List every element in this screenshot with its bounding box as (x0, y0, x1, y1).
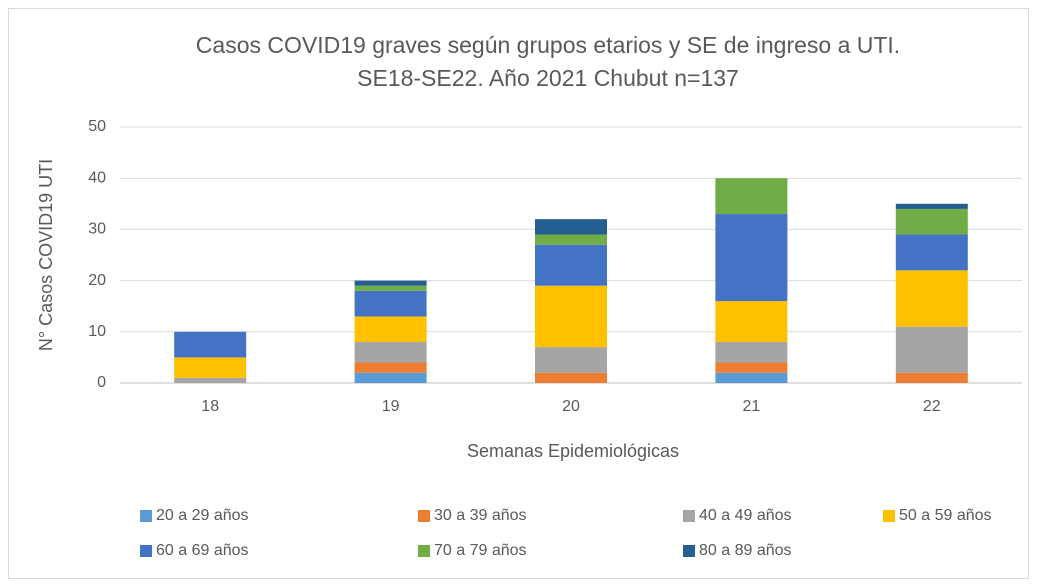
x-axis-label: Semanas Epidemiológicas (467, 441, 679, 461)
legend-swatch (140, 545, 152, 557)
x-tick-label: 20 (562, 398, 580, 415)
legend-label: 40 a 49 años (699, 507, 792, 524)
legend-label: 30 a 39 años (434, 507, 527, 524)
legend-label: 80 a 89 años (699, 542, 792, 559)
bar-segment (354, 362, 427, 373)
bar-segment (354, 290, 427, 317)
bar-segment (174, 357, 247, 378)
y-tick-label: 50 (88, 118, 106, 135)
legend-swatch (683, 545, 695, 557)
legend-swatch (140, 510, 152, 522)
y-tick-label: 0 (97, 374, 106, 391)
legend-label: 60 a 69 años (156, 542, 249, 559)
x-tick-label: 21 (743, 398, 761, 415)
y-axis-label: N° Casos COVID19 UTI (36, 159, 56, 351)
bar-segment (895, 234, 968, 271)
bar-segment (535, 219, 607, 235)
bar-segment (715, 214, 788, 302)
bar-segment (895, 203, 968, 209)
x-tick-label: 18 (201, 398, 219, 415)
y-tick-label: 30 (88, 221, 106, 238)
bar-segment (174, 331, 247, 358)
bar-segment (895, 326, 968, 373)
legend-swatch (883, 510, 895, 522)
chart-title: Casos COVID19 graves según grupos etario… (196, 32, 900, 58)
chart-title: SE18-SE22. Año 2021 Chubut n=137 (357, 65, 739, 91)
bar-segment (715, 372, 788, 383)
bar-segment (354, 280, 427, 286)
bar-segment (895, 208, 968, 235)
bar-segment (535, 372, 607, 383)
bar-segment (354, 316, 427, 343)
y-tick-label: 10 (88, 323, 106, 340)
x-tick-label: 19 (382, 398, 400, 415)
legend-label: 50 a 59 años (899, 507, 992, 524)
bar-segment (354, 372, 427, 383)
bar-segment (174, 377, 247, 383)
bar-segment (715, 362, 788, 373)
legend-swatch (418, 510, 430, 522)
bar-segment (895, 270, 968, 327)
y-tick-label: 40 (88, 169, 106, 186)
bar-segment (895, 372, 968, 383)
bar-segment (715, 178, 788, 215)
x-tick-label: 22 (923, 398, 941, 415)
legend-label: 20 a 29 años (156, 507, 249, 524)
chart-frame (8, 8, 1029, 579)
bar-segment (535, 244, 607, 286)
legend-swatch (418, 545, 430, 557)
bar-segment (535, 347, 607, 373)
bar-segment (715, 342, 788, 363)
bar-segment (535, 285, 607, 348)
bar-segment (715, 301, 788, 343)
y-tick-label: 20 (88, 272, 106, 289)
legend-label: 70 a 79 años (434, 542, 527, 559)
legend-swatch (683, 510, 695, 522)
bar-segment (535, 234, 607, 245)
bar-segment (354, 285, 427, 291)
bar-segment (354, 342, 427, 363)
